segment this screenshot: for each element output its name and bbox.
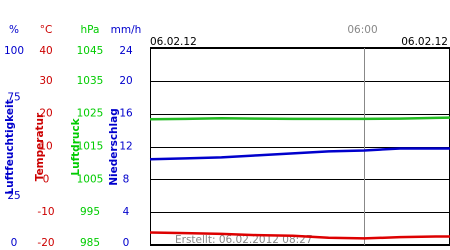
axis-label: Luftfeuchtigkeit (4, 99, 16, 194)
plot-frame (150, 47, 450, 245)
y-tick-label: 8 (123, 173, 130, 185)
date-right: 06.02.12 (401, 36, 448, 48)
y-tick-label: -20 (37, 237, 54, 249)
y-tick-label: 1005 (77, 173, 104, 185)
axis-label: Niederschlag (108, 108, 120, 185)
axis-unit: hPa (81, 24, 100, 36)
y-tick-label: 0 (11, 237, 18, 249)
y-tick-label: 0 (43, 173, 50, 185)
date-left: 06.02.12 (150, 36, 197, 48)
y-tick-label: -10 (37, 206, 54, 218)
y-tick-label: 20 (119, 75, 132, 87)
axis-label: Temperatur (34, 112, 46, 181)
y-tick-label: 30 (39, 75, 52, 87)
y-tick-label: 4 (123, 206, 130, 218)
y-tick-label: 10 (39, 141, 52, 153)
footer: Erstellt: 06.02.2012 08:27 (175, 234, 313, 246)
y-tick-label: 24 (119, 45, 133, 57)
y-tick-label: 1015 (77, 141, 104, 153)
x-tick-label: 06:00 (347, 24, 377, 36)
y-tick-label: 1045 (77, 45, 104, 57)
series-line (149, 147, 450, 161)
y-tick-label: 25 (7, 190, 20, 202)
y-tick-label: 1025 (77, 108, 104, 120)
y-tick-label: 1035 (77, 75, 104, 87)
y-tick-label: 12 (119, 141, 132, 153)
y-tick-label: 995 (80, 206, 100, 218)
axis-unit: % (9, 24, 19, 36)
y-tick-label: 100 (4, 45, 24, 57)
axis-unit: mm/h (111, 24, 142, 36)
axis-label: Luftdruck (70, 117, 82, 175)
y-tick-label: 40 (39, 45, 52, 57)
y-tick-label: 985 (80, 237, 100, 249)
y-tick-label: 0 (123, 237, 130, 249)
axis-unit: °C (40, 24, 53, 36)
series-line (149, 116, 450, 121)
series-line (149, 231, 450, 240)
y-tick-label: 20 (39, 108, 52, 120)
y-tick-label: 16 (119, 108, 133, 120)
y-tick-label: 75 (7, 91, 20, 103)
